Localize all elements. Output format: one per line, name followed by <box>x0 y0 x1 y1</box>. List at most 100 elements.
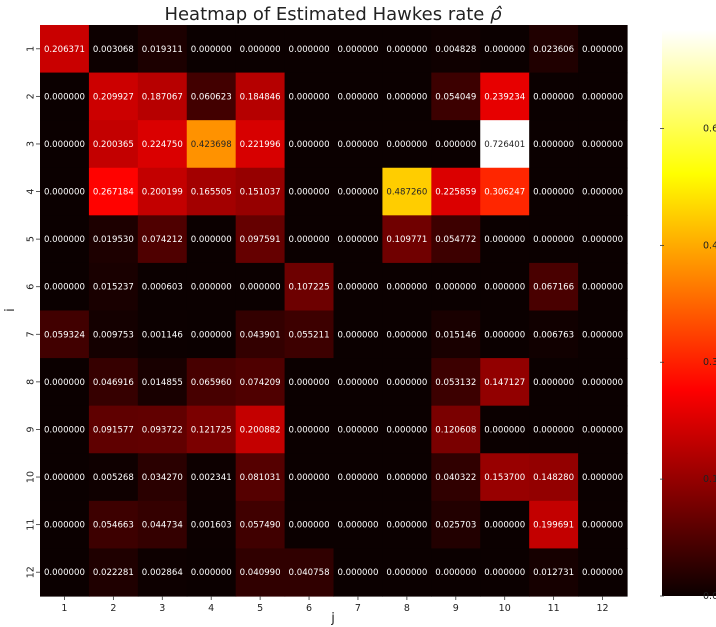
cell-value-label: 0.726401 <box>484 140 525 150</box>
heatmap-cell <box>431 215 481 264</box>
heatmap-cell <box>529 453 579 502</box>
heatmap-cell <box>480 358 530 407</box>
cell-value-label: 0.200882 <box>240 425 281 435</box>
heatmap-cell <box>40 548 90 597</box>
x-tick-label: 10 <box>499 603 511 614</box>
cell-value-label: 0.000000 <box>484 568 525 578</box>
heatmap-cell <box>333 358 384 407</box>
heatmap-cell <box>88 405 139 454</box>
cell-value-label: 0.040990 <box>240 568 281 578</box>
colorbar-tick-label: 0.45 <box>703 240 716 251</box>
cell-value-label: 0.000000 <box>44 92 85 102</box>
heatmap-cell <box>529 310 579 359</box>
heatmap-cell <box>235 548 286 597</box>
heatmap-cell <box>137 358 188 407</box>
cell-value-label: 0.019530 <box>93 235 134 245</box>
y-axis-label: i <box>3 308 18 312</box>
cell-value-label: 0.054049 <box>435 92 476 102</box>
heatmap-cell <box>431 167 481 216</box>
cell-value-label: 0.000000 <box>386 521 427 531</box>
cell-value-label: 0.000000 <box>582 568 623 578</box>
heatmap-cell <box>137 72 188 121</box>
heatmap-cell <box>186 262 237 312</box>
cell-value-label: 0.000000 <box>386 568 427 578</box>
cell-value-label: 0.151037 <box>240 188 281 198</box>
heatmap-cell <box>382 167 432 216</box>
cell-value-label: 0.023606 <box>533 45 574 55</box>
heatmap-cell <box>480 405 530 454</box>
cell-value-label: 0.000000 <box>386 378 427 388</box>
cell-value-label: 0.120608 <box>435 425 476 435</box>
cell-value-label: 0.000000 <box>289 235 330 245</box>
heatmap-cell <box>137 25 188 74</box>
cell-value-label: 0.001603 <box>191 521 232 531</box>
cell-value-label: 0.000000 <box>582 188 623 198</box>
cell-annotations: 0.206371 0.003068 0.019311 0.000000 0.000000… <box>44 45 623 578</box>
y-tick-label: 5 <box>26 236 37 242</box>
heatmap-cell <box>529 25 579 74</box>
cell-value-label: 0.000603 <box>142 283 183 293</box>
heatmap-cell <box>137 215 188 264</box>
cell-value-label: 0.000000 <box>191 45 232 55</box>
cell-value-label: 0.000000 <box>386 140 427 150</box>
colorbar-tick-label: 0.30 <box>703 357 716 368</box>
cell-value-label: 0.206371 <box>44 45 85 55</box>
cell-value-label: 0.000000 <box>337 521 378 531</box>
heatmap-cell <box>333 72 384 121</box>
cell-value-label: 0.107225 <box>289 283 330 293</box>
cell-value-label: 0.000000 <box>240 283 281 293</box>
cell-value-label: 0.000000 <box>44 521 85 531</box>
cell-value-label: 0.209927 <box>93 92 134 102</box>
heatmap-cell <box>382 25 432 74</box>
heatmap-cell <box>137 167 188 216</box>
cell-value-label: 0.000000 <box>582 425 623 435</box>
heatmap-cell <box>480 262 530 312</box>
cell-value-label: 0.003068 <box>93 45 134 55</box>
colorbar-tick-label: 0.00 <box>703 591 716 602</box>
heatmap-cell <box>88 25 139 74</box>
heatmap-cell <box>235 500 286 550</box>
heatmap-cell <box>235 167 286 216</box>
heatmap-cell <box>431 548 481 597</box>
cell-value-label: 0.000000 <box>435 283 476 293</box>
cell-value-label: 0.046916 <box>93 378 134 388</box>
y-tick-label: 6 <box>26 284 37 290</box>
heatmap-cell <box>284 453 335 502</box>
heatmap-cell <box>88 215 139 264</box>
cell-value-label: 0.005268 <box>93 473 134 483</box>
cell-value-label: 0.043901 <box>240 330 281 340</box>
heatmap-cell <box>40 405 90 454</box>
heatmap-cell <box>480 215 530 264</box>
cell-value-label: 0.074212 <box>142 235 183 245</box>
cell-value-label: 0.009753 <box>93 330 134 340</box>
heatmap-cell <box>480 310 530 359</box>
cell-value-label: 0.040322 <box>435 473 476 483</box>
cell-value-label: 0.012731 <box>533 568 574 578</box>
heatmap-cell <box>186 25 237 74</box>
heatmap-cell <box>186 548 237 597</box>
heatmap-cell <box>186 72 237 121</box>
cell-value-label: 0.306247 <box>484 188 525 198</box>
heatmap-cell <box>235 358 286 407</box>
heatmap-cell <box>284 548 335 597</box>
cell-value-label: 0.059324 <box>44 330 85 340</box>
x-tick-label: 4 <box>208 603 214 614</box>
cell-value-label: 0.000000 <box>582 521 623 531</box>
heatmap-cell <box>578 310 628 359</box>
heatmap-cell <box>186 453 237 502</box>
heatmap-cell <box>382 310 432 359</box>
x-tick-label: 3 <box>159 603 165 614</box>
heatmap-cell <box>284 262 335 312</box>
heatmap-cell <box>382 500 432 550</box>
heatmap-cells <box>40 25 628 597</box>
heatmap-cell <box>88 262 139 312</box>
heatmap-cell <box>431 72 481 121</box>
cell-value-label: 0.000000 <box>435 140 476 150</box>
heatmap-cell <box>431 358 481 407</box>
heatmap-cell <box>529 548 579 597</box>
cell-value-label: 0.000000 <box>533 92 574 102</box>
heatmap-cell <box>88 167 139 216</box>
cell-value-label: 0.000000 <box>289 140 330 150</box>
cell-value-label: 0.000000 <box>337 140 378 150</box>
heatmap-cell <box>578 405 628 454</box>
